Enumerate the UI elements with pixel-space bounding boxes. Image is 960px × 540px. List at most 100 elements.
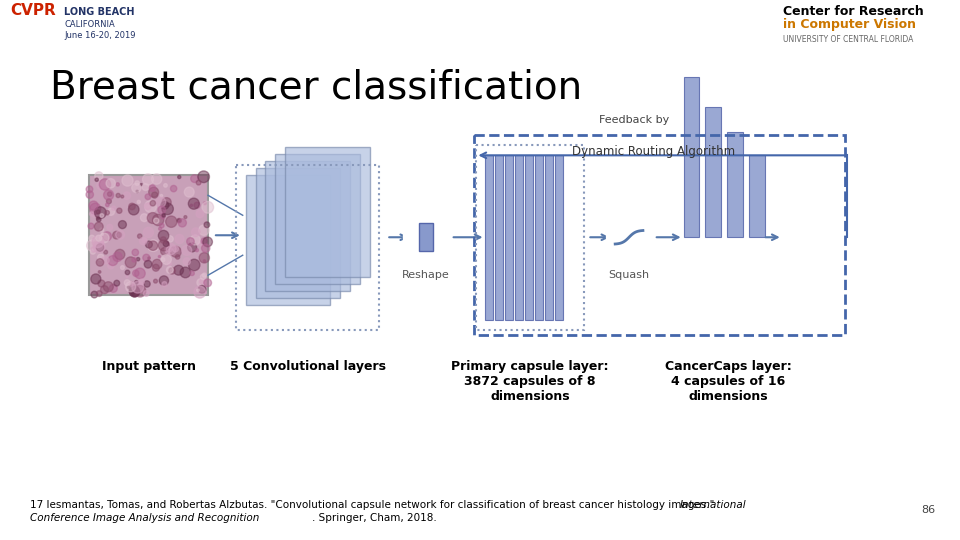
Text: Reshape: Reshape bbox=[402, 270, 450, 280]
Circle shape bbox=[90, 203, 101, 214]
Text: Conference Image Analysis and Recognition: Conference Image Analysis and Recognitio… bbox=[30, 513, 259, 523]
Circle shape bbox=[128, 286, 130, 288]
Circle shape bbox=[195, 248, 199, 252]
Circle shape bbox=[116, 183, 119, 186]
Circle shape bbox=[145, 200, 156, 213]
Circle shape bbox=[197, 279, 204, 287]
FancyBboxPatch shape bbox=[555, 156, 563, 320]
Circle shape bbox=[97, 181, 106, 190]
FancyBboxPatch shape bbox=[749, 156, 765, 237]
Circle shape bbox=[166, 216, 177, 227]
Text: Breast cancer classification: Breast cancer classification bbox=[50, 69, 582, 106]
FancyBboxPatch shape bbox=[535, 156, 542, 320]
Circle shape bbox=[111, 206, 116, 210]
Circle shape bbox=[173, 246, 179, 252]
Circle shape bbox=[203, 273, 206, 277]
Circle shape bbox=[198, 171, 209, 183]
Circle shape bbox=[183, 258, 190, 265]
Circle shape bbox=[134, 286, 146, 297]
Text: CVPR: CVPR bbox=[10, 3, 56, 18]
Text: Squash: Squash bbox=[609, 270, 650, 280]
Circle shape bbox=[188, 259, 200, 271]
Circle shape bbox=[108, 255, 118, 266]
Circle shape bbox=[150, 200, 156, 206]
Circle shape bbox=[126, 275, 129, 278]
FancyBboxPatch shape bbox=[255, 168, 340, 298]
Circle shape bbox=[108, 208, 114, 215]
Circle shape bbox=[96, 217, 100, 220]
Circle shape bbox=[149, 187, 158, 197]
Circle shape bbox=[100, 228, 104, 232]
Text: CancerCaps layer:
4 capsules of 16
dimensions: CancerCaps layer: 4 capsules of 16 dimen… bbox=[664, 360, 791, 403]
Circle shape bbox=[204, 279, 211, 287]
Circle shape bbox=[93, 241, 105, 253]
Circle shape bbox=[157, 206, 166, 214]
Circle shape bbox=[158, 255, 160, 258]
Circle shape bbox=[125, 270, 130, 275]
Circle shape bbox=[191, 228, 200, 237]
Circle shape bbox=[130, 287, 140, 297]
Circle shape bbox=[88, 223, 94, 229]
Circle shape bbox=[194, 286, 205, 298]
Circle shape bbox=[190, 204, 193, 206]
Text: Primary capsule layer:
3872 capsules of 8
dimensions: Primary capsule layer: 3872 capsules of … bbox=[451, 360, 609, 403]
Circle shape bbox=[165, 244, 176, 255]
Circle shape bbox=[86, 186, 93, 193]
Circle shape bbox=[179, 219, 186, 227]
Circle shape bbox=[90, 249, 95, 254]
Text: Input pattern: Input pattern bbox=[102, 360, 196, 373]
Circle shape bbox=[96, 259, 104, 266]
Circle shape bbox=[146, 241, 153, 248]
Circle shape bbox=[100, 233, 109, 243]
Circle shape bbox=[204, 202, 206, 205]
Circle shape bbox=[190, 235, 201, 245]
Circle shape bbox=[107, 224, 112, 231]
Circle shape bbox=[124, 280, 131, 286]
Circle shape bbox=[159, 276, 169, 285]
Circle shape bbox=[177, 218, 181, 223]
Circle shape bbox=[132, 183, 141, 193]
Circle shape bbox=[158, 227, 161, 230]
Circle shape bbox=[104, 190, 113, 200]
Circle shape bbox=[91, 247, 96, 252]
Circle shape bbox=[166, 242, 169, 245]
Circle shape bbox=[95, 178, 98, 181]
Circle shape bbox=[143, 291, 149, 296]
Text: International: International bbox=[680, 500, 746, 510]
Circle shape bbox=[159, 224, 164, 228]
Circle shape bbox=[202, 244, 210, 252]
Circle shape bbox=[194, 202, 200, 208]
Circle shape bbox=[118, 221, 127, 228]
Circle shape bbox=[160, 194, 162, 197]
Circle shape bbox=[116, 232, 122, 238]
FancyBboxPatch shape bbox=[246, 176, 330, 305]
Circle shape bbox=[199, 253, 209, 263]
Circle shape bbox=[115, 249, 125, 260]
Circle shape bbox=[140, 214, 148, 221]
Circle shape bbox=[102, 256, 109, 264]
Circle shape bbox=[608, 215, 651, 259]
Circle shape bbox=[132, 281, 144, 293]
Text: CALIFORNIA: CALIFORNIA bbox=[64, 21, 115, 29]
Circle shape bbox=[153, 259, 162, 269]
Circle shape bbox=[137, 200, 140, 204]
Text: 5 Convolutional layers: 5 Convolutional layers bbox=[230, 360, 386, 373]
Circle shape bbox=[96, 244, 104, 251]
Circle shape bbox=[199, 286, 206, 293]
Circle shape bbox=[126, 281, 135, 292]
Circle shape bbox=[175, 234, 184, 244]
Circle shape bbox=[149, 185, 156, 191]
Circle shape bbox=[154, 279, 157, 283]
Circle shape bbox=[121, 195, 124, 198]
Circle shape bbox=[204, 260, 205, 262]
Circle shape bbox=[191, 175, 199, 183]
Circle shape bbox=[96, 210, 100, 214]
FancyBboxPatch shape bbox=[684, 77, 700, 237]
Circle shape bbox=[94, 207, 107, 219]
Circle shape bbox=[134, 280, 138, 284]
Circle shape bbox=[97, 218, 101, 222]
FancyBboxPatch shape bbox=[419, 223, 433, 251]
Circle shape bbox=[103, 232, 111, 241]
Circle shape bbox=[132, 290, 138, 296]
Circle shape bbox=[160, 247, 168, 255]
